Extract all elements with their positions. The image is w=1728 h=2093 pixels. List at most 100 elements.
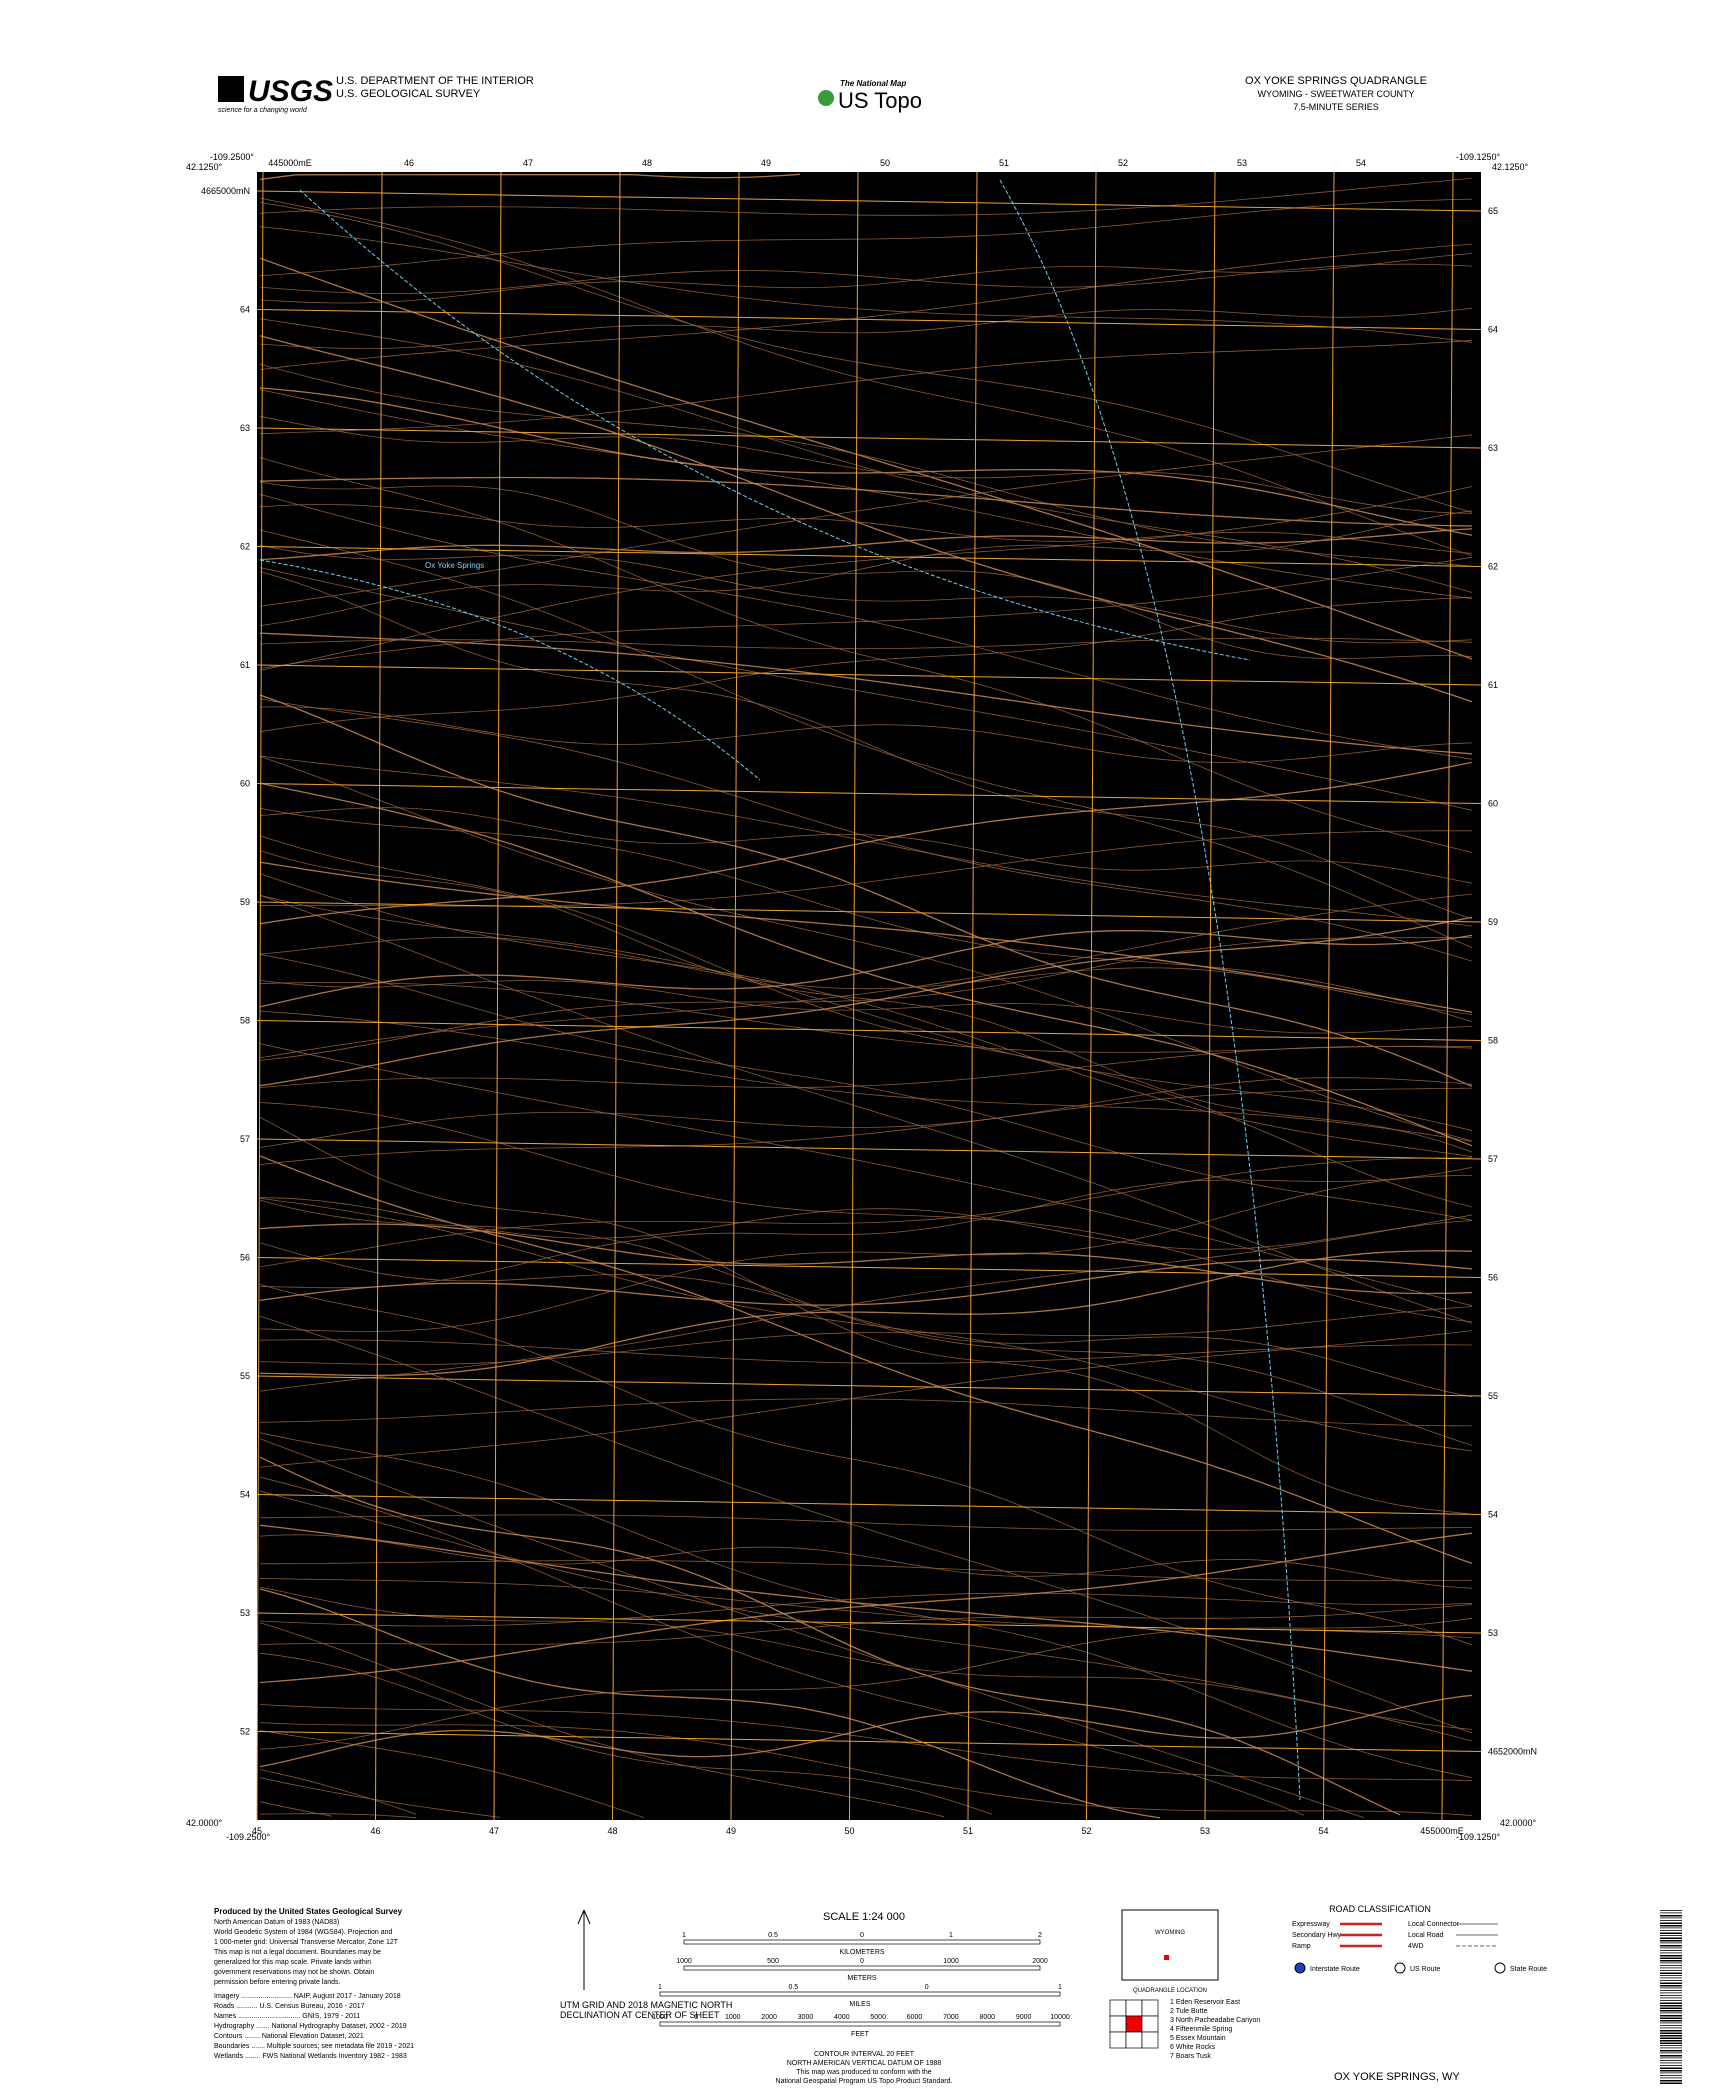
- contour-line: [259, 830, 1472, 907]
- contour-line: [259, 197, 1473, 556]
- contour-line: [259, 1117, 1473, 1515]
- route-shield: [1394, 1962, 1406, 1974]
- northing-label: 52: [240, 1727, 250, 1737]
- corner-lat: 42.1250°: [186, 162, 223, 172]
- source-line: Wetlands ........ FWS National Wetlands …: [214, 2053, 407, 2060]
- barcode-bar: [1660, 1910, 1682, 1911]
- contour-line: [259, 596, 1473, 733]
- scale-label: 8000: [979, 2014, 995, 2021]
- scale-label: 1: [682, 1932, 686, 1939]
- barcode-bar: [1660, 1935, 1682, 1936]
- grid-line: [256, 1375, 1482, 1397]
- adjoin-name: 1 Eden Reservoir East: [1170, 1999, 1240, 2006]
- contour-line: [259, 416, 1473, 514]
- barcode-bar: [1660, 2025, 1682, 2026]
- barcode-bar: [1660, 2075, 1682, 2076]
- contour-line: [259, 1514, 1473, 1531]
- adjoin-cell: [1109, 1999, 1127, 2017]
- northing-label: 62: [240, 542, 250, 552]
- contour-line: [259, 706, 1473, 763]
- barcode-bar: [1660, 1997, 1682, 1999]
- barcode-bar: [1660, 1945, 1682, 1947]
- easting-label: 51: [963, 1826, 973, 1836]
- scale-bar: [659, 1991, 1061, 1997]
- barcode-bar: [1660, 2042, 1682, 2044]
- contour-line: [259, 387, 1473, 536]
- barcode-bar: [1660, 1937, 1682, 1939]
- road-label: Secondary Hwy: [1292, 1932, 1342, 1939]
- contour-line: [259, 243, 1473, 370]
- contour-line: [259, 1197, 1473, 1250]
- contour-line: [259, 930, 1473, 1008]
- contour-line: [259, 481, 1473, 660]
- easting-label: 49: [761, 158, 771, 168]
- barcode-bar: [1660, 2060, 1682, 2061]
- northing-label: 53: [1488, 1628, 1498, 1638]
- easting-label: 52: [1081, 1826, 1091, 1836]
- barcode-bar: [1660, 2010, 1682, 2012]
- corner-lon: -109.1250°: [1456, 1832, 1501, 1842]
- contour-line: [259, 1315, 1473, 1734]
- contour-line: [259, 1242, 1473, 1398]
- scale-unit: FEET: [851, 2031, 870, 2038]
- credit-line: 1 000-meter grid: Universal Transverse M…: [214, 1939, 399, 1946]
- contour-line: [259, 835, 1473, 1208]
- contour-line: [259, 1622, 945, 1818]
- barcode: [1660, 1910, 1682, 2084]
- contour-line: [259, 253, 1473, 304]
- easting-label: 49: [726, 1826, 736, 1836]
- grid-line: [256, 190, 1482, 212]
- usgs-mark: [218, 76, 244, 102]
- contour-line-note: This map was produced to conform with th…: [796, 2069, 932, 2076]
- scale-bar: [683, 1965, 1041, 1971]
- easting-label: 48: [642, 158, 652, 168]
- contour-line: [259, 936, 1473, 1015]
- credit-line: generalized for this map scale. Private …: [214, 1959, 371, 1966]
- northing-label: 58: [1488, 1036, 1498, 1046]
- contour-line: [259, 1652, 993, 1815]
- adjoin-cell: [1125, 2015, 1143, 2033]
- source-line: Boundaries ....... Multiple sources; see…: [214, 2043, 414, 2050]
- northing-label: 54: [240, 1490, 250, 1500]
- contour-line: [259, 318, 1473, 593]
- barcode-bar: [1660, 2027, 1682, 2029]
- contour-line: [259, 850, 1473, 1153]
- scale-label: 0: [860, 1932, 864, 1939]
- credits: Produced by the United States Geological…: [214, 1907, 414, 2060]
- contour-line: [259, 916, 1473, 1087]
- location-caption: QUADRANGLE LOCATION: [1133, 1988, 1207, 1994]
- road-label: Local Road: [1408, 1932, 1444, 1939]
- barcode-bar: [1660, 1920, 1682, 1921]
- contour-line: [259, 202, 1473, 513]
- adjoin-name: 7 Boars Tusk: [1170, 2053, 1211, 2060]
- barcode-bar: [1660, 2030, 1682, 2032]
- contour-line: [259, 1432, 1473, 1778]
- barcode-bar: [1660, 2072, 1682, 2074]
- contour-line: [259, 893, 1473, 1059]
- contour-line: [259, 1456, 1401, 1816]
- scale-label: 0: [925, 1984, 929, 1991]
- barcode-bar: [1660, 1985, 1682, 1987]
- easting-label: 54: [1318, 1826, 1328, 1836]
- contour-line: [259, 1046, 1473, 1088]
- contour-line: [259, 457, 1473, 853]
- barcode-bar: [1660, 1992, 1682, 1994]
- barcode-bar: [1660, 2012, 1682, 2014]
- contour-line: [259, 1010, 1473, 1142]
- scale-label: 1: [1058, 1984, 1062, 1991]
- scale-label: 5000: [870, 2014, 886, 2021]
- barcode-bar: [1660, 2070, 1682, 2072]
- scale-label: 2000: [1032, 1958, 1048, 1965]
- contour-line: [259, 263, 1473, 295]
- barcode-bar: [1660, 2022, 1682, 2024]
- grid-line: [256, 546, 1482, 567]
- road-label: Ramp: [1292, 1943, 1311, 1950]
- grid-line: [1204, 171, 1216, 1821]
- easting-label: 47: [523, 158, 533, 168]
- barcode-bar: [1660, 1995, 1682, 1996]
- credit-line: Produced by the United States Geological…: [214, 1907, 403, 1916]
- credit-line: permission before entering private lands…: [214, 1979, 341, 1986]
- contour-line: [259, 1250, 1473, 1377]
- series: 7.5-MINUTE SERIES: [1293, 102, 1379, 112]
